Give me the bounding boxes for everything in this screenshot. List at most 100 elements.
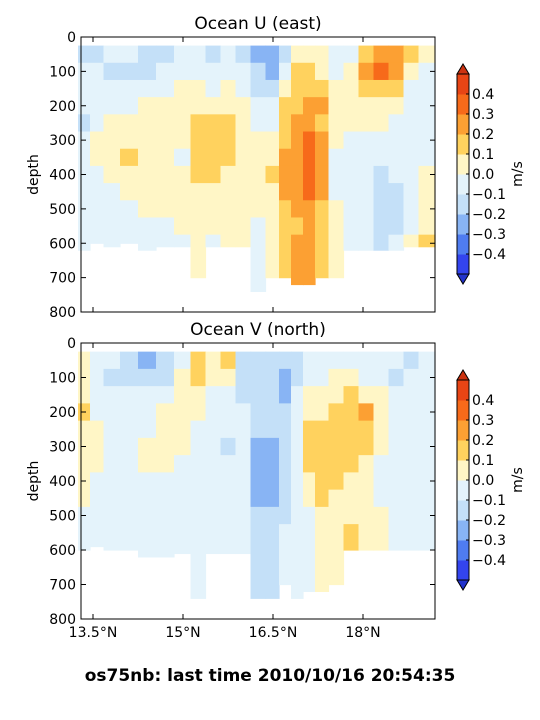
- heatmap-cell: [235, 437, 252, 456]
- heatmap-cell: [205, 131, 222, 150]
- x-tick-label: 15°N: [165, 625, 200, 641]
- heatmap-cell: [279, 368, 292, 387]
- heatmap-cell: [418, 183, 436, 201]
- heatmap-cell: [279, 165, 292, 184]
- colorbar-segment: [457, 194, 469, 215]
- heatmap-cell: [388, 351, 405, 370]
- x-tick-label: 16.5°N: [249, 625, 298, 641]
- heatmap-cell: [220, 489, 237, 508]
- heatmap-cell: [373, 79, 390, 98]
- heatmap-cell: [358, 368, 375, 387]
- heatmap-cell: [418, 79, 436, 98]
- heatmap-cell: [279, 420, 292, 439]
- heatmap-cell: [174, 131, 192, 150]
- heatmap-cell: [291, 131, 304, 150]
- heatmap-cell: [220, 386, 237, 404]
- heatmap-cell: [403, 148, 420, 167]
- heatmap-cell: [358, 45, 375, 64]
- heatmap-cell: [265, 403, 280, 422]
- heatmap-cell: [403, 114, 420, 133]
- heatmap-cell: [235, 97, 252, 115]
- y-tick-label: 200: [49, 99, 76, 115]
- heatmap-cell: [90, 437, 105, 456]
- heatmap-cell: [343, 79, 360, 98]
- heatmap-cell: [279, 183, 292, 201]
- heatmap-cell: [265, 368, 280, 387]
- heatmap-cell: [343, 437, 360, 456]
- heatmap-cell: [343, 420, 360, 439]
- heatmap-cell: [315, 386, 330, 404]
- heatmap-cell: [315, 420, 330, 439]
- heatmap-cell: [265, 148, 280, 167]
- heatmap-cell: [328, 472, 345, 491]
- heatmap-cell: [303, 420, 316, 439]
- heatmap-cell: [291, 472, 304, 491]
- heatmap-cell: [220, 541, 237, 555]
- heatmap-cell: [303, 386, 316, 404]
- y-tick-label: 700: [49, 271, 76, 287]
- heatmap-cell: [279, 403, 292, 422]
- heatmap-cell: [250, 386, 267, 404]
- colorbar-segment: [457, 400, 469, 421]
- heatmap-cell: [328, 386, 345, 404]
- x-tick-label: 13.5°N: [69, 625, 118, 641]
- heatmap-cell: [205, 62, 222, 81]
- heatmap-cell: [315, 455, 330, 473]
- colorbar-tick-label: 0.1: [472, 453, 494, 469]
- heatmap-cell: [343, 541, 360, 551]
- y-tick-label: 400: [49, 474, 76, 490]
- heatmap-cell: [418, 234, 436, 248]
- heatmap-cell: [373, 217, 390, 236]
- heatmap-cell: [90, 368, 105, 387]
- heatmap-cell: [265, 455, 280, 473]
- heatmap-cell: [279, 114, 292, 133]
- heatmap-cell: [220, 165, 237, 184]
- heatmap-cell: [103, 62, 121, 81]
- heatmap-cell: [328, 165, 345, 184]
- heatmap-cell: [358, 524, 375, 542]
- heatmap-cell: [205, 351, 222, 370]
- heatmap-cell: [388, 79, 405, 98]
- heatmap-cell: [235, 62, 252, 81]
- heatmap-cell: [120, 200, 139, 219]
- heatmap-cell: [103, 455, 121, 473]
- colorbar-segment: [457, 560, 469, 581]
- figure-suptitle: os75nb: last time 2010/10/16 20:54:35: [84, 666, 456, 686]
- heatmap-cell: [265, 217, 280, 236]
- y-tick-label: 500: [49, 202, 76, 218]
- heatmap-cell: [343, 524, 360, 542]
- heatmap-cell: [291, 368, 304, 387]
- heatmap-cell: [190, 506, 207, 525]
- heatmap-cell: [328, 217, 345, 236]
- heatmap-cell: [235, 506, 252, 525]
- heatmap-cell: [279, 386, 292, 404]
- heatmap-cell: [235, 368, 252, 387]
- heatmap-cell: [291, 148, 304, 167]
- colorbar-tick-label: 0.0: [472, 473, 494, 489]
- heatmap-cell: [103, 45, 121, 64]
- heatmap-cell: [403, 472, 420, 491]
- heatmap-cell: [373, 165, 390, 184]
- heatmap-cell: [120, 114, 139, 133]
- heatmap-cell: [403, 506, 420, 525]
- heatmap-cell: [403, 79, 420, 98]
- colorbar-segment: [457, 94, 469, 115]
- heatmap-cell: [103, 506, 121, 525]
- heatmap-cell: [190, 131, 207, 150]
- heatmap-cell: [156, 506, 175, 525]
- heatmap-cell: [291, 200, 304, 219]
- heatmap-cell: [388, 131, 405, 150]
- heatmap-cell: [190, 217, 207, 236]
- colorbar-segment: [457, 174, 469, 195]
- heatmap-cell: [388, 420, 405, 439]
- heatmap-cell: [205, 45, 222, 64]
- y-tick-label: 500: [49, 509, 76, 525]
- heatmap-cell: [220, 97, 237, 115]
- heatmap-cell: [220, 114, 237, 133]
- heatmap-cell: [303, 437, 316, 456]
- heatmap-cell: [250, 79, 267, 98]
- y-tick-label: 0: [67, 30, 76, 46]
- heatmap-cell: [174, 489, 192, 508]
- colorbar-extend-min: [456, 579, 470, 591]
